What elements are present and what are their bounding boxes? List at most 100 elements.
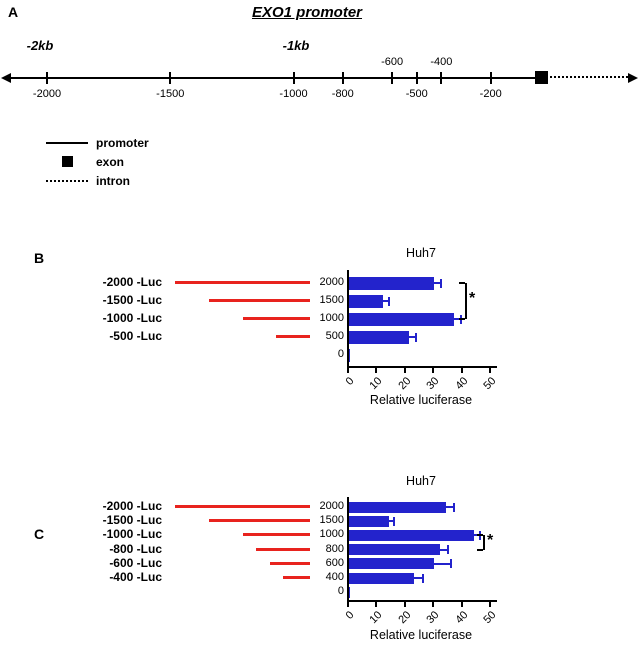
significance-star: * [487, 531, 494, 549]
error-cap [421, 573, 424, 583]
panel-c-label: C [34, 526, 45, 542]
error-cap [450, 559, 453, 569]
legend-label: intron [96, 173, 130, 188]
category-label: 1500 [319, 294, 344, 306]
x-tick [489, 368, 491, 373]
promoter-tick-label: -500 [405, 88, 428, 100]
construct-label: -500 -Luc [109, 329, 162, 343]
bar [349, 515, 389, 527]
category-label: 2000 [319, 276, 344, 288]
legend-row-exon: exon [44, 152, 149, 171]
error-whisker [408, 336, 416, 338]
bar [349, 348, 351, 362]
promoter-tick [391, 72, 394, 84]
category-label: 0 [337, 585, 344, 598]
construct-label: -800 -Luc [109, 541, 162, 556]
significance-bracket-arm [477, 548, 483, 551]
error-whisker [383, 300, 389, 302]
bar [349, 330, 409, 344]
significance-bracket [465, 283, 467, 319]
panel-b-label: B [34, 250, 45, 266]
significance-bracket-arm [459, 318, 465, 320]
x-tick [375, 602, 378, 607]
construct-line [242, 317, 310, 320]
error-whisker [473, 534, 480, 537]
construct-line [242, 533, 310, 537]
promoter-tick-label: -2000 [32, 88, 62, 100]
x-tick [432, 368, 435, 373]
legend-label: exon [96, 154, 125, 169]
promoter-tick [415, 72, 418, 84]
construct-line [208, 299, 310, 302]
category-label: 500 [325, 330, 344, 342]
x-tick [375, 368, 378, 373]
construct-line [175, 505, 310, 508]
error-whisker [434, 562, 452, 565]
error-cap [440, 278, 443, 288]
construct-line [269, 561, 310, 565]
left-arrowhead-icon [1, 73, 11, 83]
legend: promoter exon intron [44, 133, 149, 190]
promoter-tick [169, 72, 172, 84]
promoter-tick [440, 72, 443, 84]
y-axis [347, 270, 349, 366]
promoter-tick-label: -400 [430, 56, 453, 68]
x-tick [347, 368, 349, 373]
kb-label-1kb: -1kb [282, 38, 310, 53]
x-tick [403, 602, 406, 607]
error-whisker [414, 577, 423, 579]
promoter-tick [46, 72, 48, 84]
legend-row-promoter: promoter [44, 133, 149, 152]
error-cap [414, 332, 417, 342]
error-whisker [454, 318, 462, 320]
y-axis [347, 497, 349, 600]
kb-label-2kb: -2kb [26, 38, 54, 53]
bar [349, 544, 440, 556]
construct-label: -1500 -Luc [102, 513, 162, 528]
promoter-tick-label: -200 [479, 88, 502, 100]
construct-line [256, 547, 310, 551]
promoter-tick-label: -1500 [156, 88, 185, 100]
legend-row-intron: intron [44, 171, 149, 190]
bar [349, 294, 384, 308]
significance-bracket [483, 535, 485, 550]
construct-label: -1000 -Luc [102, 527, 162, 542]
bar [349, 312, 455, 326]
significance-bracket-arm [477, 534, 483, 537]
error-whisker [434, 282, 442, 284]
promoter-tick-label: -800 [331, 88, 354, 100]
x-tick [489, 602, 491, 607]
bar [349, 558, 435, 570]
figure-title: EXO1 promoter [251, 4, 363, 21]
dotted-line-icon [44, 179, 90, 182]
right-arrowhead-icon [628, 73, 638, 83]
category-label: 2000 [319, 500, 344, 512]
chart-c-xlabel: Relative luciferase [369, 628, 473, 642]
exon-box [535, 71, 548, 84]
promoter-line [8, 77, 546, 79]
category-label: 0 [337, 348, 344, 360]
legend-label: promoter [96, 135, 149, 150]
significance-bracket-arm [459, 282, 465, 284]
error-whisker [445, 506, 455, 508]
error-whisker [388, 520, 395, 523]
construct-line [175, 281, 310, 284]
promoter-tick [489, 72, 492, 84]
category-label: 1000 [319, 312, 344, 324]
error-whisker [439, 548, 449, 551]
promoter-tick [292, 72, 295, 84]
construct-line [208, 519, 310, 523]
bar [349, 501, 446, 513]
chart-b-title: Huh7 [406, 246, 436, 260]
solid-line-icon [44, 141, 90, 144]
construct-label: -1000 -Luc [102, 311, 162, 325]
bar [349, 586, 351, 598]
x-tick [460, 602, 463, 607]
x-tick [403, 368, 406, 373]
